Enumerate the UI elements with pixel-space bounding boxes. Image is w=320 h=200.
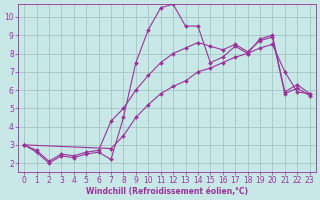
X-axis label: Windchill (Refroidissement éolien,°C): Windchill (Refroidissement éolien,°C): [86, 187, 248, 196]
